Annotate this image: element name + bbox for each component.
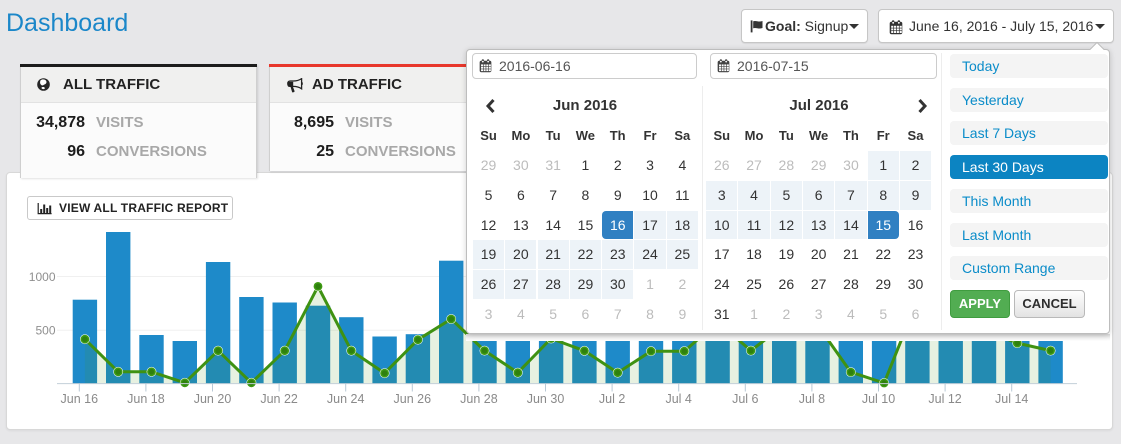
svg-text:500: 500 [35,324,55,338]
svg-text:Jul 4: Jul 4 [665,392,691,406]
svg-text:Jul 2: Jul 2 [599,392,625,406]
svg-text:Jun 26: Jun 26 [394,392,432,406]
svg-text:Jul 6: Jul 6 [732,392,758,406]
svg-text:Jul 8: Jul 8 [799,392,825,406]
svg-text:Jun 24: Jun 24 [327,392,365,406]
svg-text:Jun 22: Jun 22 [260,392,298,406]
svg-text:Jul 14: Jul 14 [995,392,1028,406]
svg-text:Jul 12: Jul 12 [928,392,961,406]
svg-text:Jun 20: Jun 20 [194,392,232,406]
svg-text:Jun 18: Jun 18 [127,392,165,406]
svg-text:Jun 30: Jun 30 [527,392,565,406]
svg-text:Jul 10: Jul 10 [862,392,895,406]
svg-text:1000: 1000 [29,270,56,284]
svg-text:Jun 28: Jun 28 [460,392,498,406]
svg-text:Jun 16: Jun 16 [61,392,99,406]
